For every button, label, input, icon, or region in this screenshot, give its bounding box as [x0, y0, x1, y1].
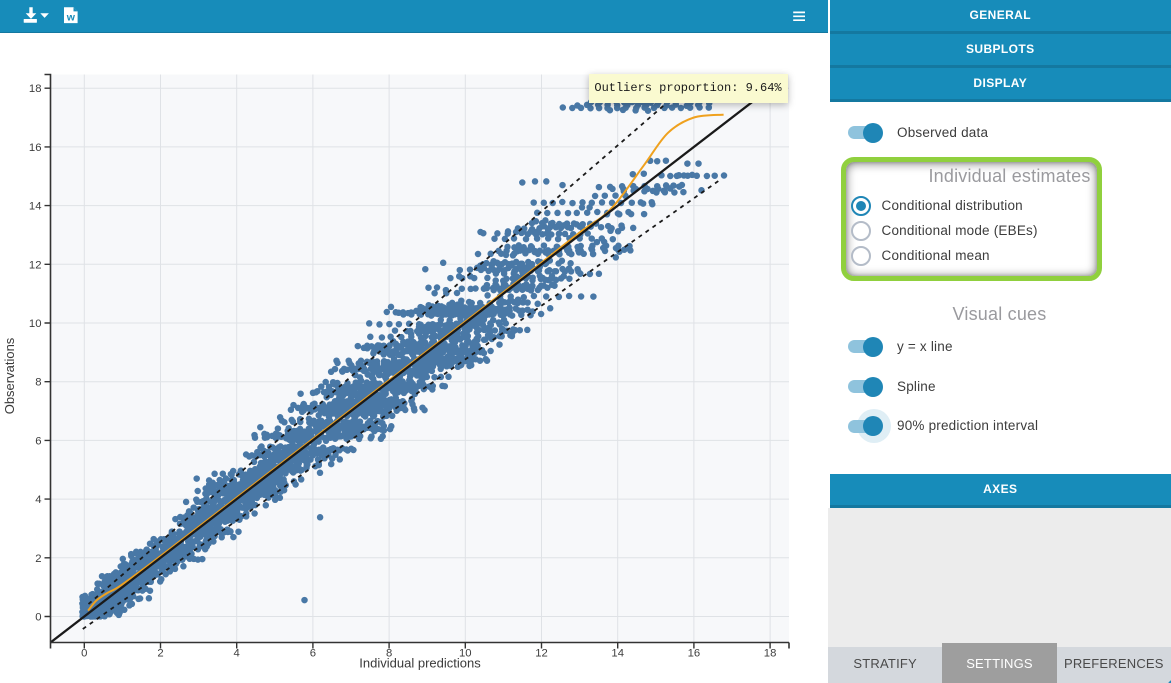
- svg-text:Observations: Observations: [2, 337, 17, 414]
- svg-text:2: 2: [157, 648, 163, 660]
- svg-text:6: 6: [310, 648, 316, 660]
- svg-text:14: 14: [29, 201, 42, 213]
- svg-text:8: 8: [386, 648, 392, 660]
- svg-text:18: 18: [764, 648, 777, 660]
- svg-text:6: 6: [35, 435, 41, 447]
- svg-text:12: 12: [29, 259, 42, 271]
- svg-text:8: 8: [35, 377, 41, 389]
- svg-text:4: 4: [35, 494, 41, 506]
- svg-text:12: 12: [535, 648, 548, 660]
- svg-text:14: 14: [611, 648, 624, 660]
- svg-text:10: 10: [29, 318, 42, 330]
- svg-text:0: 0: [35, 612, 41, 624]
- svg-text:16: 16: [29, 142, 42, 154]
- svg-text:4: 4: [234, 648, 240, 660]
- svg-text:18: 18: [29, 83, 42, 95]
- svg-text:2: 2: [35, 553, 41, 565]
- svg-text:0: 0: [81, 648, 87, 660]
- svg-text:Individual predictions: Individual predictions: [359, 656, 481, 671]
- svg-text:16: 16: [688, 648, 701, 660]
- svg-text:w: w: [66, 12, 76, 24]
- svg-text:10: 10: [459, 648, 472, 660]
